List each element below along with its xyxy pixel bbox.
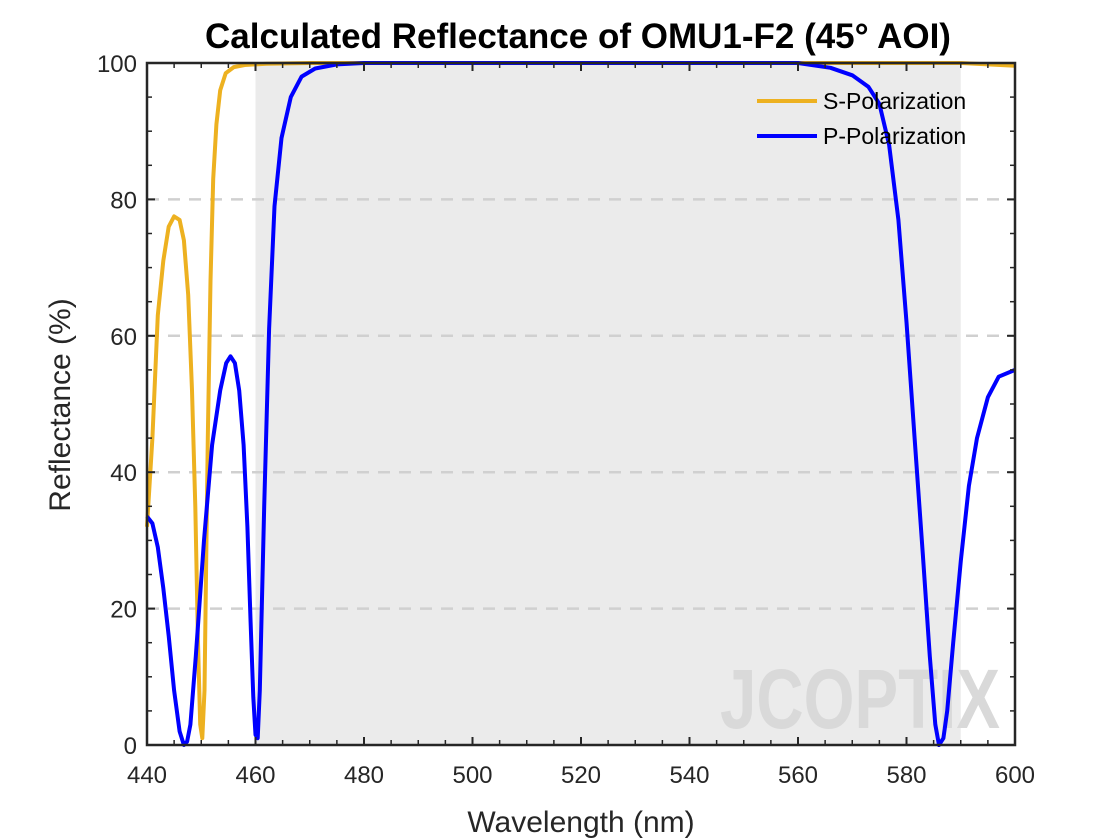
y-tick-label-60: 60 [110, 324, 137, 351]
x-tick-label-560: 560 [778, 762, 818, 789]
y-tick-label-20: 20 [110, 597, 137, 624]
y-tick-label-0: 0 [124, 733, 137, 760]
x-axis-label: Wavelength (nm) [467, 806, 694, 839]
x-tick-label-540: 540 [669, 762, 709, 789]
grid-lines [147, 198, 1015, 610]
highlight-band [255, 63, 961, 745]
y-axis-label: Reflectance (%) [44, 298, 77, 511]
legend-label-s-polarization: S-Polarization [823, 88, 966, 114]
y-tick-label-80: 80 [110, 187, 137, 214]
watermark-logo: JCOPTIX [720, 652, 1000, 746]
x-tick-labels: 440 460 480 500 520 540 560 580 600 [127, 762, 1035, 789]
legend-label-p-polarization: P-Polarization [823, 123, 966, 149]
y-tick-label-40: 40 [110, 460, 137, 487]
legend: S-Polarization P-Polarization [757, 88, 966, 149]
x-tick-label-520: 520 [561, 762, 601, 789]
x-tick-label-600: 600 [995, 762, 1035, 789]
axes [145, 61, 1017, 747]
chart-title: Calculated Reflectance of OMU1-F2 (45° A… [205, 17, 951, 56]
highlight-band-rect [255, 63, 961, 745]
x-tick-label-580: 580 [886, 762, 926, 789]
series-line-p-polarization [145, 61, 1016, 747]
y-tick-label-100: 100 [97, 51, 137, 78]
x-tick-label-460: 460 [235, 762, 275, 789]
y-tick-labels: 0 20 40 60 80 100 [97, 51, 137, 760]
x-tick-label-440: 440 [127, 762, 167, 789]
x-tick-label-480: 480 [344, 762, 384, 789]
x-tick-label-500: 500 [452, 762, 492, 789]
